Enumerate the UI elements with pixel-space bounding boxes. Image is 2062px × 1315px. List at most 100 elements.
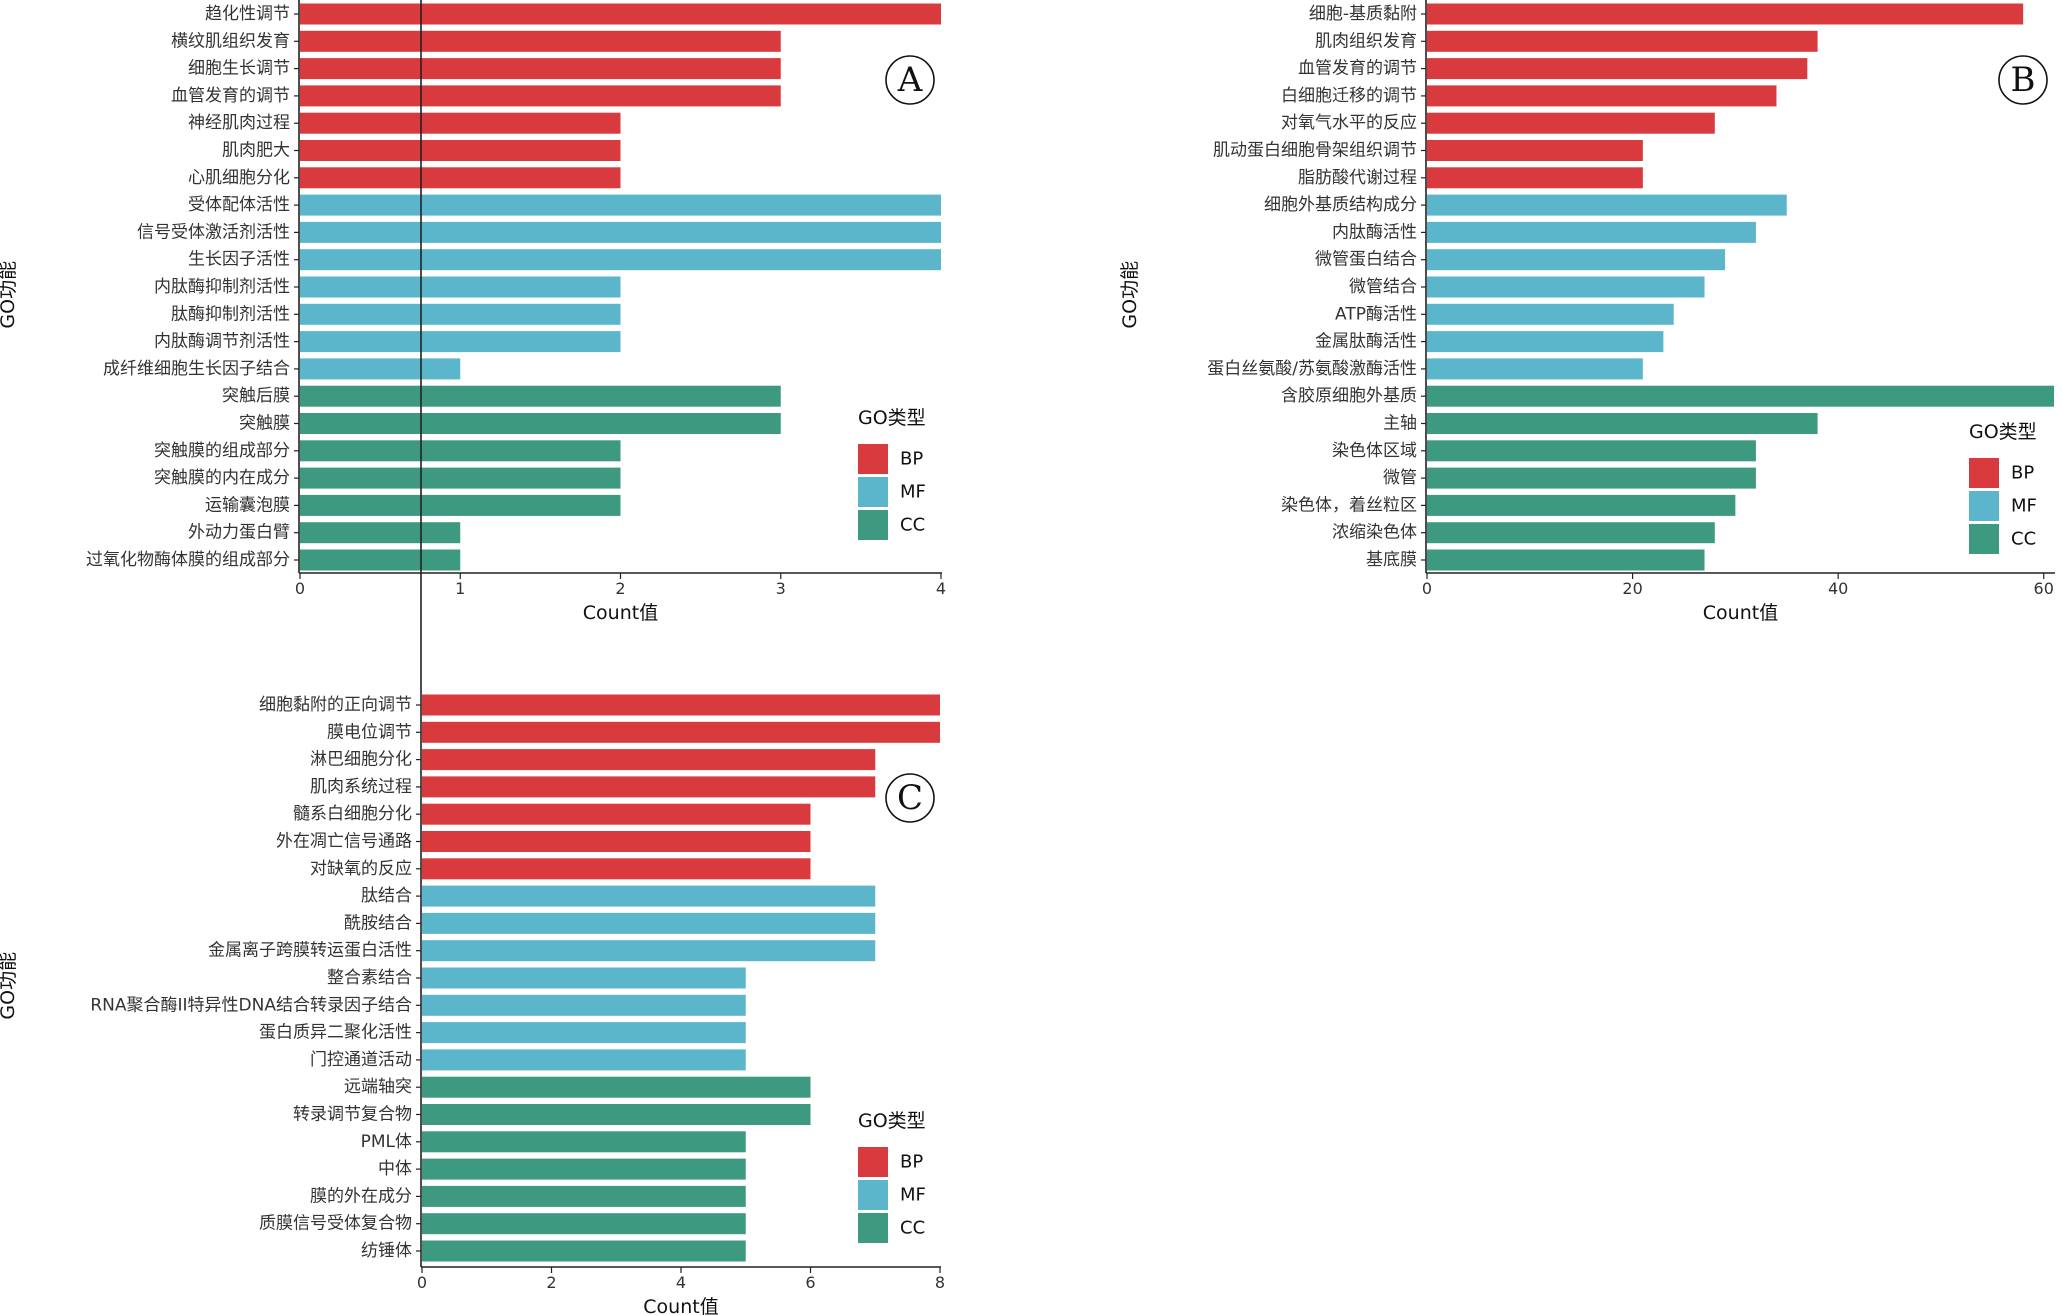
panel-b-legend-label-mf: MF (2011, 496, 2037, 517)
panel-a-bar (300, 494, 621, 516)
panel-b-category-label: 微管 (1383, 468, 1417, 488)
panel-c-panel-badge (885, 773, 935, 823)
panel-b-category-label: 微管结合 (1349, 277, 1417, 297)
panel-b-legend-title: GO类型 (1969, 421, 2037, 443)
panel-c-category-label: 远端轴突 (344, 1077, 412, 1097)
panel-a-category-label: 突触膜的组成部分 (154, 441, 290, 461)
panel-a-bar (300, 358, 461, 380)
panel-b-x-tick-label: 0 (1422, 579, 1432, 598)
panel-c-x-tick-label: 0 (417, 1273, 427, 1292)
panel-c-bar (422, 1185, 746, 1207)
panel-a-bar (300, 385, 781, 407)
panel-a-bar (300, 549, 461, 571)
panel-c-bar (422, 1049, 746, 1071)
panel-a-x-tick-label: 4 (936, 579, 946, 598)
panel-a-bar (300, 249, 941, 271)
panel-c-bar (422, 858, 811, 880)
panel-a-x-axis-title: Count值 (583, 602, 658, 624)
panel-a-category-label: 神经肌肉过程 (188, 113, 290, 133)
panel-b-category-label: 金属肽酶活性 (1315, 332, 1417, 352)
panel-a-category-label: 横纹肌组织发育 (171, 31, 290, 51)
panel-c-bar (422, 1104, 811, 1125)
panel-c-category-label: 膜电位调节 (327, 722, 412, 742)
panel-c-bar (422, 1158, 746, 1180)
panel-b-bar (1427, 249, 1726, 271)
panel-b-category-label: 内肽酶活性 (1332, 222, 1417, 242)
panel-a-x-tick-label: 1 (455, 579, 465, 598)
panel-b-bar (1427, 276, 1705, 298)
panel-b-category-label: 细胞-基质黏附 (1309, 4, 1417, 24)
panel-a-legend-swatch-mf (858, 477, 888, 507)
panel-a-category-label: 细胞生长调节 (188, 59, 290, 79)
panel-a-category-label: 趋化性调节 (205, 4, 290, 24)
panel-a-bar (300, 467, 621, 489)
panel-b-category-label: 染色体，着丝粒区 (1281, 495, 1417, 515)
panel-c-legend-swatch-bp (858, 1147, 888, 1177)
panel-c-bar (422, 912, 876, 934)
panel-a-x-tick-label: 2 (615, 579, 625, 598)
panel-a-category-label: 肽酶抑制剂活性 (171, 304, 290, 324)
panel-c-bar (422, 885, 876, 907)
panel-a-bar (300, 303, 621, 325)
panel-b-legend-swatch-mf (1969, 491, 1999, 521)
panel-a-bar (300, 331, 621, 353)
panel-c-bar (422, 694, 940, 716)
panel-a-bar (300, 112, 621, 134)
panel-c-category-label: 金属离子跨膜转运蛋白活性 (208, 941, 412, 961)
panel-a-category-label: 内肽酶抑制剂活性 (154, 277, 290, 297)
panel-b-category-label: ATP酶活性 (1335, 304, 1417, 324)
panel-a-bar (300, 221, 941, 243)
panel-c-bar (422, 749, 876, 771)
panel-a-category-label: 血管发育的调节 (171, 86, 290, 106)
panel-c-category-label: 转录调节复合物 (293, 1105, 412, 1125)
panel-a-category-label: 外动力蛋白臂 (188, 523, 290, 543)
panel-a-y-axis-title: GO功能 (0, 261, 19, 329)
panel-b-category-label: 白细胞迁移的调节 (1281, 86, 1417, 106)
panel-c-legend-label-cc: CC (900, 1218, 925, 1239)
panel-b-category-label: 微管蛋白结合 (1315, 250, 1417, 270)
panel-a-bar (300, 413, 781, 434)
panel-a-category-label: 信号受体激活剂活性 (137, 222, 290, 242)
panel-b-category-label: 对氧气水平的反应 (1281, 113, 1417, 133)
panel-c-chart: 细胞黏附的正向调节膜电位调节淋巴细胞分化肌肉系统过程髓系白细胞分化外在凋亡信号通… (0, 0, 945, 1315)
panel-c-category-label: PML体 (361, 1132, 412, 1152)
panel-b-bar (1427, 58, 1808, 80)
panel-a-category-label: 生长因子活性 (188, 250, 290, 270)
panel-b-chart: 细胞-基质黏附肌肉组织发育血管发育的调节白细胞迁移的调节对氧气水平的反应肌动蛋白… (1119, 0, 2055, 624)
panel-b-bar (1427, 467, 1756, 489)
panel-a-bar (300, 440, 621, 462)
panel-b-bar (1427, 331, 1664, 353)
panel-a-category-label: 心肌细胞分化 (188, 168, 290, 188)
panel-a-category-label: 肌肉肥大 (222, 141, 290, 161)
panel-c-category-label: 质膜信号受体复合物 (259, 1214, 412, 1234)
panel-c-category-label: 肌肉系统过程 (310, 777, 412, 797)
panel-a-panel-badge (885, 55, 935, 105)
panel-c-category-label: 膜的外在成分 (310, 1186, 412, 1206)
panel-c-bar (422, 831, 811, 852)
panel-b-legend-swatch-cc (1969, 524, 1999, 554)
panel-b-category-label: 主轴 (1383, 414, 1417, 434)
panel-a-category-label: 突触膜的内在成分 (154, 468, 290, 488)
panel-a-x-tick-label: 0 (295, 579, 305, 598)
panel-b-panel-badge (1998, 55, 2048, 105)
panel-c-legend-label-bp: BP (900, 1152, 923, 1173)
panel-c-x-axis-title: Count值 (643, 1296, 718, 1315)
panel-c-x-tick-label: 6 (805, 1273, 815, 1292)
panel-b-bar (1427, 549, 1705, 571)
panel-a-category-label: 突触后膜 (222, 386, 290, 406)
panel-b-category-label: 细胞外基质结构成分 (1264, 195, 1417, 215)
panel-c-legend-swatch-cc (858, 1213, 888, 1243)
panel-c-category-label: 中体 (378, 1159, 412, 1179)
panel-b-category-label: 基底膜 (1366, 550, 1417, 570)
panel-a-bar (300, 3, 941, 25)
panel-b-panel-letter: B (2011, 60, 2036, 100)
panel-b-category-label: 染色体区域 (1332, 441, 1417, 461)
panel-a-category-label: 内肽酶调节剂活性 (154, 332, 290, 352)
panel-a-panel-letter: A (897, 60, 923, 100)
panel-b-category-label: 肌动蛋白细胞骨架组织调节 (1213, 141, 1417, 161)
panel-b-bar (1427, 167, 1643, 189)
panel-b-bar (1427, 385, 2054, 407)
panel-b-x-axis-title: Count值 (1703, 602, 1778, 624)
panel-b-category-label: 肌肉组织发育 (1315, 31, 1417, 51)
panel-a-category-label: 突触膜 (239, 414, 290, 434)
